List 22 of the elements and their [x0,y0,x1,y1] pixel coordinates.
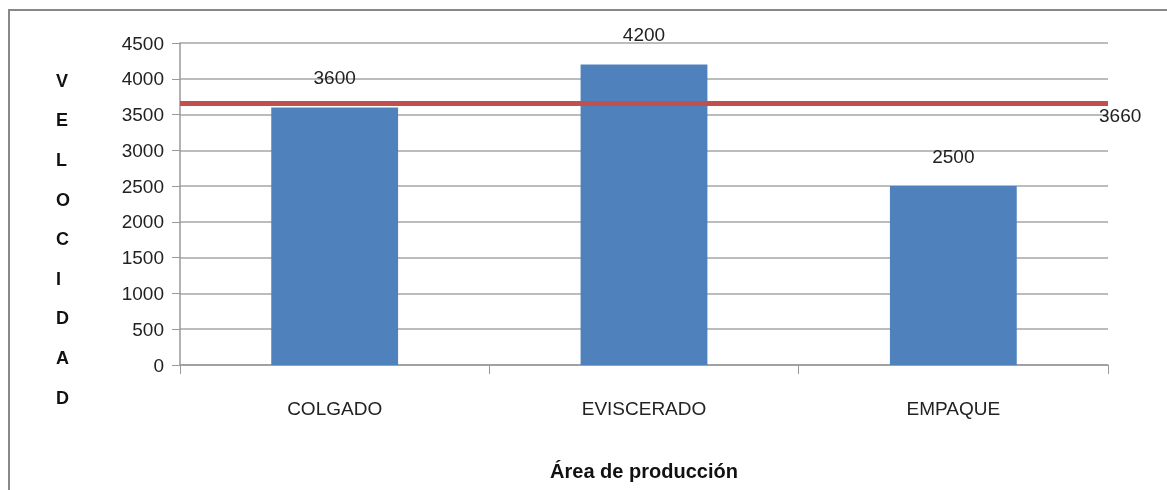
data-label: 2500 [932,146,975,168]
x-tick-label: EVISCERADO [581,398,707,419]
y-tick-label: 4500 [121,32,164,54]
y-tick-label: 4000 [121,68,164,90]
x-tick-label: COLGADO [287,398,383,419]
y-tick-label: 2500 [121,175,164,197]
x-axis-title: Área de producción [550,460,738,482]
y-tick-label: 2000 [121,211,164,233]
bar [580,64,708,365]
y-tick-label: 500 [132,318,164,340]
y-tick-label: 1000 [121,282,164,304]
y-tick-label: 1500 [121,247,164,269]
y-tick-label: 3500 [121,104,164,126]
y-tick-label: 3000 [121,139,164,161]
data-label: 3600 [313,67,356,89]
ref-line-label: 3660 [1099,104,1142,126]
text: VELOCIDAD [56,70,71,408]
bar [271,107,399,365]
y-tick-label: 0 [153,354,164,376]
data-label: 4200 [622,24,666,46]
x-tick-label: EMPAQUE [906,398,1001,419]
bar [889,186,1017,365]
